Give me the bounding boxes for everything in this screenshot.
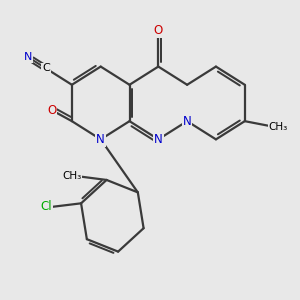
Text: O: O xyxy=(154,24,163,37)
Text: Cl: Cl xyxy=(40,200,52,214)
Text: N: N xyxy=(154,133,163,146)
Text: N: N xyxy=(96,133,105,146)
Text: CH₃: CH₃ xyxy=(268,122,288,132)
Text: C: C xyxy=(42,63,50,74)
Text: O: O xyxy=(47,104,56,117)
Text: N: N xyxy=(24,52,32,62)
Text: N: N xyxy=(183,115,191,128)
Text: CH₃: CH₃ xyxy=(62,171,81,181)
